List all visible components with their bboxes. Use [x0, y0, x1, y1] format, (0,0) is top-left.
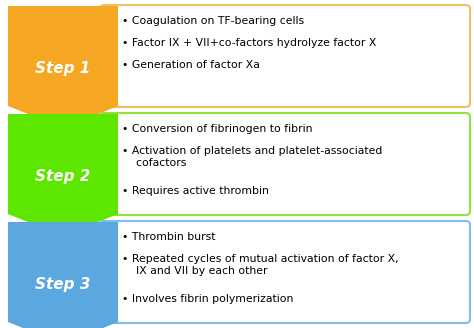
Text: Step 2: Step 2 [35, 169, 91, 183]
Text: • Conversion of fibrinogen to fibrin: • Conversion of fibrinogen to fibrin [122, 124, 312, 134]
Text: • Thrombin burst: • Thrombin burst [122, 232, 216, 242]
Text: • Coagulation on TF-bearing cells: • Coagulation on TF-bearing cells [122, 16, 304, 26]
FancyBboxPatch shape [100, 5, 470, 107]
Text: Step 1: Step 1 [35, 60, 91, 75]
FancyBboxPatch shape [100, 221, 470, 323]
Text: • Involves fibrin polymerization: • Involves fibrin polymerization [122, 294, 293, 304]
Text: • Activation of platelets and platelet-associated
    cofactors: • Activation of platelets and platelet-a… [122, 146, 383, 168]
Text: • Repeated cycles of mutual activation of factor X,
    IX and VII by each other: • Repeated cycles of mutual activation o… [122, 254, 399, 277]
Text: • Generation of factor Xa: • Generation of factor Xa [122, 60, 260, 70]
Text: Step 3: Step 3 [35, 277, 91, 292]
Text: • Factor IX + VII+co-factors hydrolyze factor X: • Factor IX + VII+co-factors hydrolyze f… [122, 38, 376, 48]
Polygon shape [8, 114, 118, 236]
Text: • Requires active thrombin: • Requires active thrombin [122, 186, 269, 196]
Polygon shape [8, 222, 118, 328]
FancyBboxPatch shape [100, 113, 470, 215]
Polygon shape [8, 6, 118, 128]
